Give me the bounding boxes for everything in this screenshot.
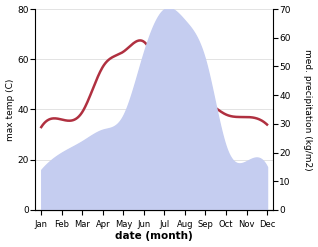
Y-axis label: max temp (C): max temp (C) bbox=[5, 78, 15, 141]
Y-axis label: med. precipitation (kg/m2): med. precipitation (kg/m2) bbox=[303, 49, 313, 170]
X-axis label: date (month): date (month) bbox=[115, 231, 193, 242]
